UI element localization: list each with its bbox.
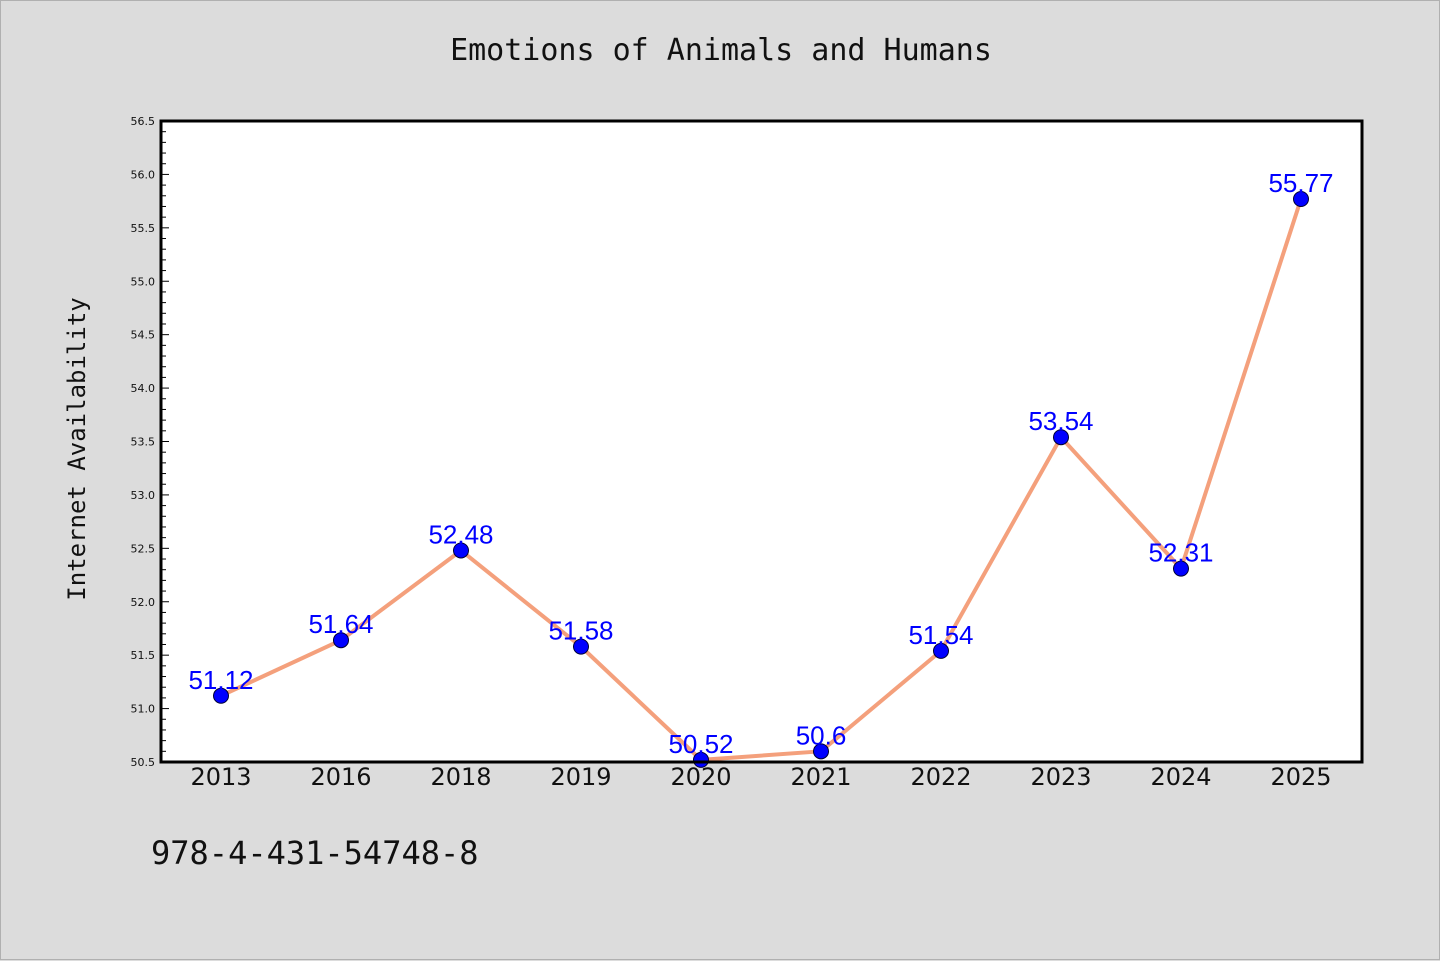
- data-label: 50.52: [668, 729, 733, 759]
- plot-frame: [159, 119, 1364, 764]
- data-label: 51.58: [548, 616, 613, 646]
- x-tick-label: 2021: [790, 763, 851, 791]
- x-tick-label: 2018: [430, 763, 491, 791]
- data-labels: 51.12 51.64 52.48 51.58 50.52 50.6 51.54 53.54 5…: [188, 168, 1333, 759]
- plot-area: [161, 121, 1362, 762]
- y-tick-label: 56.0: [131, 168, 156, 181]
- y-tick-label: 54.5: [131, 329, 156, 342]
- data-point: [933, 642, 949, 659]
- data-point: [573, 638, 589, 655]
- y-tick-label: 55.5: [131, 222, 156, 235]
- data-point: [453, 542, 469, 559]
- data-markers: [213, 190, 1309, 768]
- y-tick-label: 52.5: [131, 542, 156, 555]
- data-label: 52.31: [1148, 538, 1213, 568]
- y-axis-tick-labels: 50.5 51.0 51.5 52.0 52.5 53.0 53.5 54.0 54.5 55.0…: [131, 115, 156, 769]
- data-point: [693, 751, 709, 768]
- x-axis-tick-labels: 2013 2016 2018 2019 2020 2021 2022 2023 2024 2025: [190, 763, 1331, 791]
- x-tick-label: 2016: [310, 763, 371, 791]
- y-tick-label: 55.0: [131, 275, 156, 288]
- y-tick-label: 53.0: [131, 489, 156, 502]
- isbn-text: 978-4-431-54748-8: [151, 834, 479, 872]
- data-label: 51.12: [188, 665, 253, 695]
- data-point: [213, 687, 229, 704]
- data-point: [333, 632, 349, 649]
- data-label: 53.54: [1028, 406, 1093, 436]
- x-tick-label: 2013: [190, 763, 251, 791]
- chart-title: Emotions of Animals and Humans: [450, 33, 992, 68]
- y-tick-label: 50.5: [131, 756, 156, 769]
- x-tick-label: 2023: [1030, 763, 1091, 791]
- series-line: [220, 198, 1303, 762]
- data-label: 51.64: [308, 609, 373, 639]
- data-label: 52.48: [428, 519, 493, 549]
- x-tick-label: 2025: [1270, 763, 1331, 791]
- data-point: [1053, 429, 1069, 446]
- y-tick-label: 54.0: [131, 382, 156, 395]
- data-label: 50.6: [796, 720, 847, 750]
- data-label: 51.54: [908, 620, 973, 650]
- data-point: [813, 743, 829, 760]
- x-tick-label: 2022: [910, 763, 971, 791]
- x-tick-label: 2024: [1150, 763, 1211, 791]
- y-tick-label: 51.5: [131, 649, 156, 662]
- data-label: 55.77: [1268, 168, 1333, 198]
- y-tick-label: 56.5: [131, 115, 156, 128]
- data-point: [1293, 190, 1309, 207]
- y-tick-label: 53.5: [131, 436, 156, 449]
- y-tick-label: 52.0: [131, 596, 156, 609]
- x-tick-label: 2019: [550, 763, 611, 791]
- y-tick-label: 51.0: [131, 703, 156, 716]
- data-point: [1173, 560, 1189, 577]
